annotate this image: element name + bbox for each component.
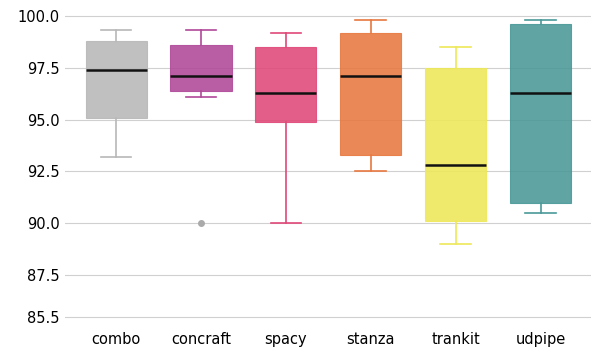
PathPatch shape [425,68,486,221]
PathPatch shape [170,45,232,91]
PathPatch shape [340,32,401,155]
PathPatch shape [85,41,147,118]
PathPatch shape [256,47,316,122]
PathPatch shape [510,24,571,203]
